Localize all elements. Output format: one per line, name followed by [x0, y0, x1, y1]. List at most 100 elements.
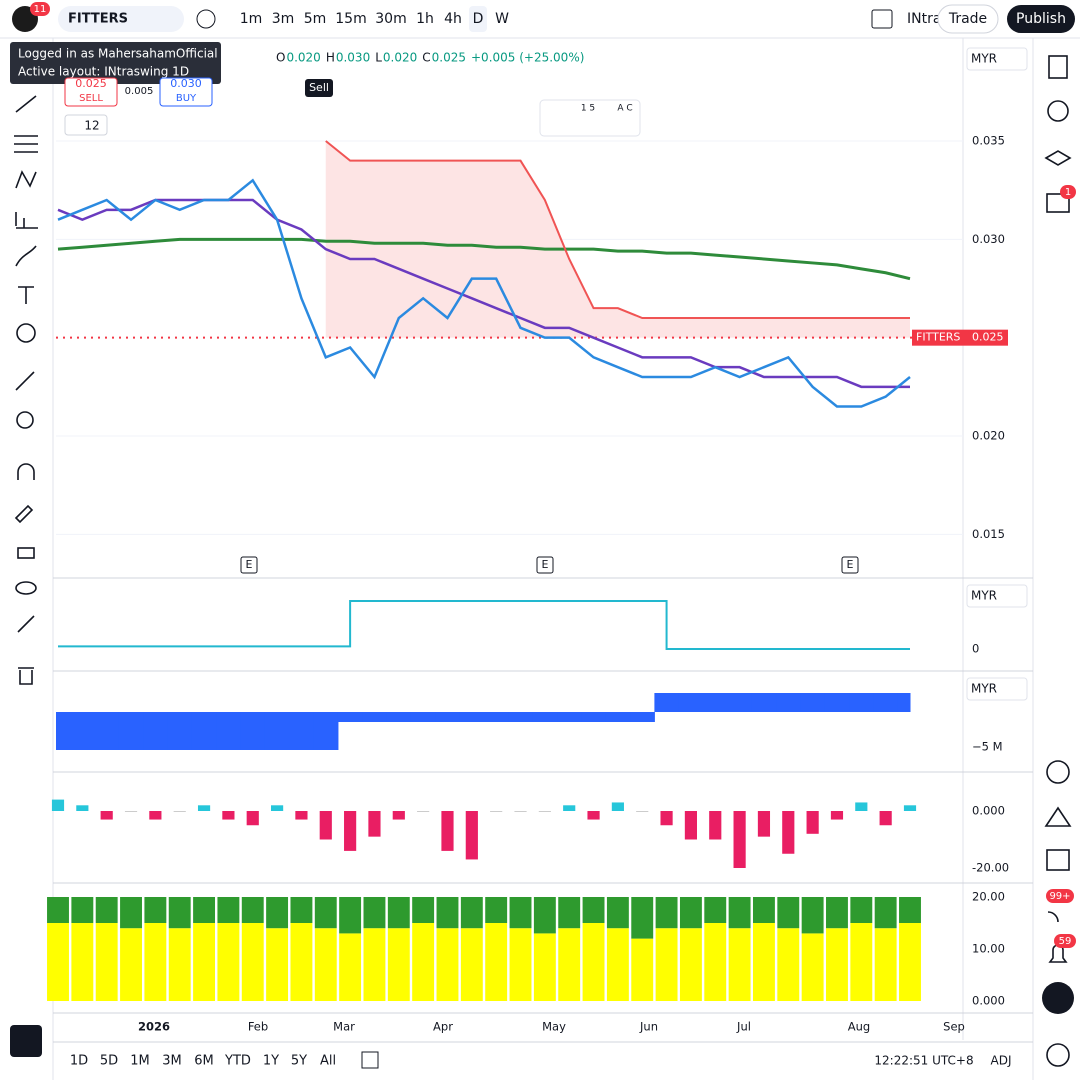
- interval[interactable]: 30m: [375, 11, 406, 27]
- ideas-icon[interactable]: [1046, 760, 1070, 784]
- range-button[interactable]: YTD: [224, 1054, 251, 1069]
- interval[interactable]: 15m: [335, 11, 366, 27]
- green-bar: [655, 897, 678, 929]
- right-toolbar: [1044, 55, 1072, 1067]
- goto-date[interactable]: [361, 1051, 379, 1069]
- currency-box[interactable]: [966, 47, 1028, 71]
- fullscreen-icon[interactable]: [871, 9, 893, 29]
- currency[interactable]: MYR: [971, 52, 997, 66]
- stream-icon[interactable]: [1044, 806, 1072, 827]
- visibility-tool[interactable]: [15, 581, 37, 595]
- close-line: [57, 178, 911, 408]
- trade-text[interactable]: Trade: [948, 11, 987, 27]
- interval[interactable]: 1h: [416, 11, 434, 27]
- sell-label[interactable]: SELL: [79, 93, 103, 104]
- earnings[interactable]: E: [847, 558, 854, 571]
- sell-button[interactable]: [64, 77, 118, 107]
- lock-draw-tool[interactable]: [14, 504, 34, 524]
- green-bar: [485, 897, 508, 923]
- intervals: 1m 3m 5m 15m 30m 1h 4h D W: [240, 6, 509, 32]
- green-bar: [558, 897, 581, 929]
- text-tool[interactable]: [18, 286, 34, 304]
- ohlc-value: 0.020: [286, 51, 320, 65]
- layout-name[interactable]: INtra: [907, 11, 941, 27]
- y-tick-label: 0: [972, 642, 979, 656]
- y-tick-label: −5 M: [972, 740, 1003, 754]
- sell-price[interactable]: 0.025: [75, 77, 107, 90]
- publish-button[interactable]: [1007, 5, 1075, 33]
- pattern-tool[interactable]: [15, 170, 37, 189]
- chat-icon[interactable]: [1046, 193, 1070, 213]
- histogram-bar: [465, 811, 478, 860]
- news-icon[interactable]: [1047, 911, 1059, 923]
- yellow-bar: [558, 928, 581, 1001]
- help-icon[interactable]: [1046, 1043, 1070, 1067]
- buy-label[interactable]: BUY: [176, 93, 197, 104]
- interval[interactable]: 1m: [240, 11, 263, 27]
- calendar-icon[interactable]: [1046, 849, 1070, 871]
- drawing-widget[interactable]: [539, 99, 641, 137]
- currency-box[interactable]: [966, 584, 1028, 608]
- earnings-box[interactable]: [536, 556, 554, 574]
- range-button[interactable]: 1D: [70, 1054, 88, 1069]
- interval[interactable]: 5m: [304, 11, 327, 27]
- range-button[interactable]: 3M: [162, 1054, 182, 1069]
- yellow-bar: [339, 933, 362, 1001]
- zoom-tool[interactable]: [16, 411, 34, 429]
- range-button[interactable]: All: [320, 1054, 336, 1069]
- earnings[interactable]: E: [542, 558, 549, 571]
- left-toolbar: [14, 95, 38, 685]
- delete-tool[interactable]: [18, 667, 34, 685]
- currency[interactable]: MYR: [971, 682, 997, 696]
- interval[interactable]: W: [495, 11, 509, 27]
- earnings-box[interactable]: [240, 556, 258, 574]
- yellow-bar: [387, 928, 410, 1001]
- favorites[interactable]: [10, 1025, 42, 1057]
- magnet-tool[interactable]: [17, 463, 35, 480]
- currency[interactable]: MYR: [971, 589, 997, 603]
- interval[interactable]: D: [473, 11, 484, 27]
- green-bar: [71, 897, 94, 923]
- indicators-toggle[interactable]: [64, 114, 108, 136]
- range-button[interactable]: 6M: [194, 1054, 214, 1069]
- lock-tool[interactable]: [17, 547, 35, 559]
- trade-button[interactable]: [937, 4, 999, 34]
- ruler-tool[interactable]: [15, 371, 35, 391]
- green-bar: [533, 897, 556, 934]
- apps-icon[interactable]: [1042, 982, 1074, 1014]
- trendline-tool[interactable]: [15, 95, 37, 113]
- buy-price[interactable]: 0.030: [170, 77, 202, 90]
- stop-line: [325, 140, 910, 320]
- brush-tool[interactable]: [15, 245, 37, 267]
- emoji-tool[interactable]: [16, 323, 36, 343]
- histogram-bar: [830, 811, 844, 820]
- range-button[interactable]: 5D: [100, 1054, 118, 1069]
- last-name: FITTERS: [916, 331, 960, 344]
- earnings[interactable]: E: [246, 558, 253, 571]
- range-button[interactable]: 1Y: [263, 1054, 279, 1069]
- alerts-icon[interactable]: [1047, 100, 1069, 122]
- adj[interactable]: ADJ: [991, 1054, 1012, 1068]
- yellow-bar: [777, 928, 800, 1001]
- symbol[interactable]: FITTERS: [68, 12, 128, 27]
- layers-icon[interactable]: [1044, 150, 1072, 166]
- buy-button[interactable]: [159, 77, 213, 107]
- band-segment: [873, 693, 899, 712]
- x-tick-label: Jul: [736, 1020, 751, 1034]
- symbol-search[interactable]: [58, 6, 184, 32]
- fib-tool[interactable]: [14, 135, 38, 153]
- add-compare[interactable]: [196, 9, 216, 29]
- watchlist-icon[interactable]: [1048, 55, 1068, 79]
- band-segment: [800, 693, 826, 712]
- interval[interactable]: 3m: [272, 11, 295, 27]
- interval[interactable]: 4h: [444, 11, 462, 27]
- range-button[interactable]: 5Y: [291, 1054, 307, 1069]
- link-tool[interactable]: [17, 615, 35, 633]
- histogram-bar: [611, 802, 624, 811]
- forecast-tool[interactable]: [15, 212, 38, 229]
- publish-text[interactable]: Publish: [1016, 11, 1066, 27]
- currency-box[interactable]: [966, 677, 1028, 701]
- range-button[interactable]: 1M: [130, 1054, 150, 1069]
- indicator-count[interactable]: 12: [84, 119, 99, 133]
- earnings-box[interactable]: [841, 556, 859, 574]
